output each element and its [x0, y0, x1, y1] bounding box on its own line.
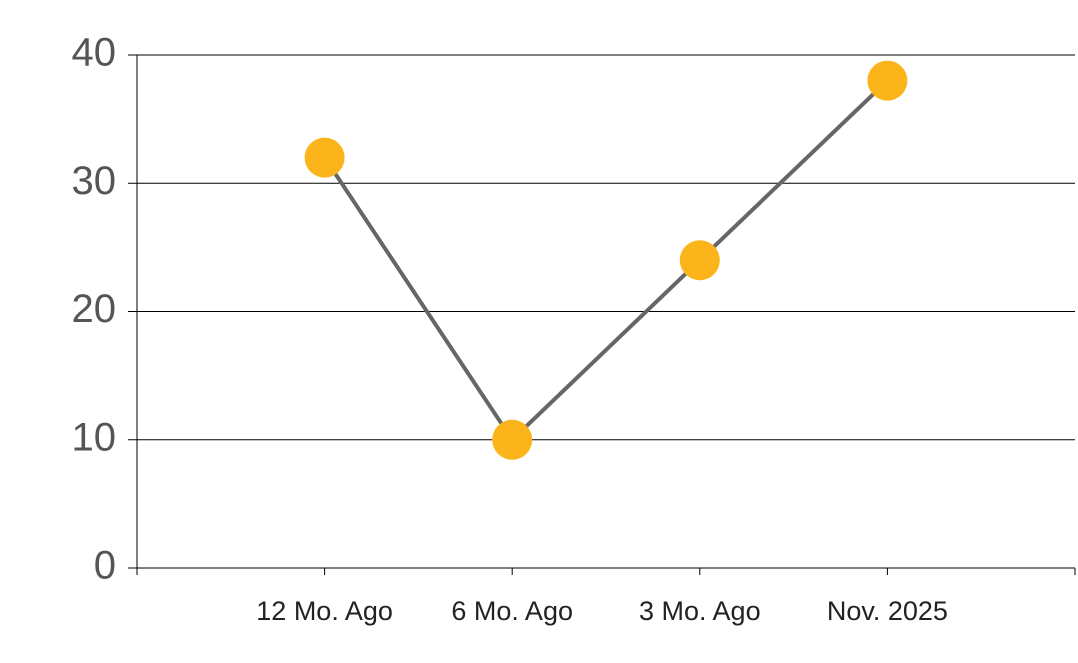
- y-tick-label: 30: [72, 159, 117, 203]
- marker: [679, 240, 720, 281]
- x-tick-label: Nov. 2025: [827, 596, 948, 626]
- marker: [492, 419, 533, 460]
- line: [322, 79, 889, 443]
- x-tick-label: 12 Mo. Ago: [256, 596, 393, 626]
- y-tick-label: 40: [72, 31, 117, 75]
- y-tick-label: 0: [94, 544, 116, 588]
- marker: [304, 137, 345, 178]
- x-tick-label: 6 Mo. Ago: [451, 596, 573, 626]
- marker: [867, 60, 908, 101]
- y-tick-label: 10: [72, 415, 117, 459]
- x-tick-label: 3 Mo. Ago: [639, 596, 761, 626]
- y-tick-label: 20: [72, 287, 117, 331]
